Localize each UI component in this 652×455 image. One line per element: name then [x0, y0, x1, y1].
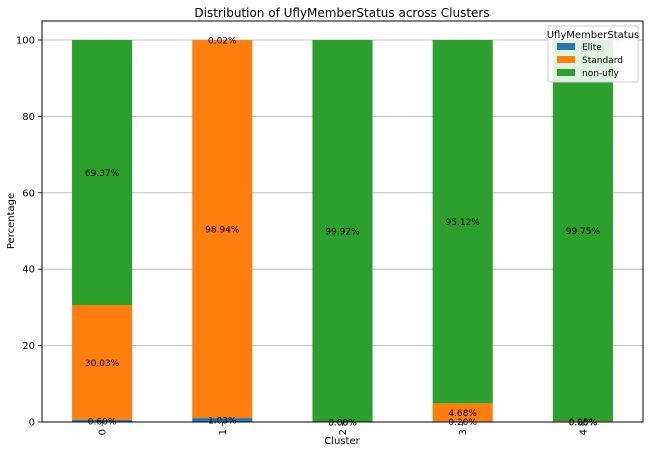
x-tick-label: 3	[458, 429, 469, 435]
bar-value-label: 0.02%	[208, 37, 237, 47]
bar-value-label: 98.94%	[205, 226, 240, 236]
y-tick-label: 100	[16, 36, 35, 47]
y-tick-label: 60	[22, 188, 35, 199]
bar-segment	[72, 304, 133, 420]
bar-value-label: 30.03%	[85, 359, 120, 369]
legend-entry: Standard	[582, 56, 623, 66]
legend-swatch	[557, 69, 575, 76]
bar-value-label: 99.75%	[566, 227, 601, 237]
x-axis-label: Cluster	[324, 436, 360, 447]
bar-value-label: 69.37%	[85, 169, 120, 179]
legend-title: UflyMemberStatus	[547, 30, 640, 41]
y-axis-label: Percentage	[6, 193, 17, 249]
x-tick-label: 1	[218, 429, 229, 435]
bar-segment	[192, 40, 253, 419]
legend-entry: non-ufly	[582, 69, 620, 79]
x-tick-label: 0	[98, 429, 109, 435]
x-tick-label: 4	[578, 429, 589, 435]
bar-segment	[432, 40, 493, 404]
bar-value-label: 4.68%	[448, 409, 477, 419]
y-tick-label: 80	[22, 112, 35, 123]
bar-segment	[312, 40, 373, 422]
x-axis: 0 1 2 3 4	[98, 422, 589, 435]
legend-box	[547, 25, 639, 83]
bar-segment	[432, 403, 493, 422]
chart-title: Distribution of UflyMemberStatus across …	[194, 6, 489, 20]
x-tick-label: 2	[338, 429, 349, 435]
bar-value-label: 95.12%	[446, 218, 481, 228]
legend-entry: Elite	[582, 43, 602, 53]
y-tick-label: 20	[22, 341, 35, 352]
legend-swatch	[557, 43, 575, 50]
y-tick-label: 0	[29, 418, 35, 429]
bar-value-label: 99.92%	[325, 227, 360, 237]
y-tick-label: 40	[22, 265, 35, 276]
bar-segment	[72, 419, 133, 422]
bars	[72, 40, 613, 422]
legend-swatch	[557, 56, 575, 63]
legend: UflyMemberStatus Elite Standard non-ufly	[547, 25, 640, 83]
bar-segment	[72, 40, 133, 305]
bar-segment	[552, 40, 613, 422]
y-axis: 0 20 40 60 80 100	[16, 36, 42, 429]
bar-segment	[192, 418, 253, 422]
